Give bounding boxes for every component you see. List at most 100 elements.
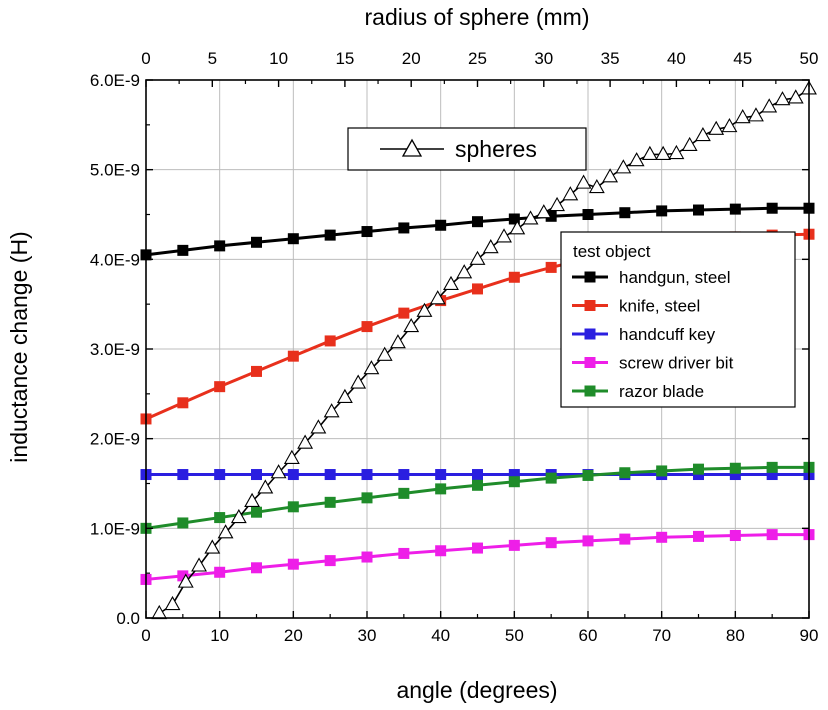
data-point bbox=[729, 462, 741, 474]
data-point bbox=[508, 213, 520, 225]
data-point bbox=[787, 89, 804, 104]
data-point bbox=[482, 239, 499, 254]
legend-marker bbox=[584, 385, 596, 397]
legend-label: handgun, steel bbox=[619, 268, 731, 287]
y-tick-label: 3.0E-9 bbox=[90, 340, 140, 359]
data-point bbox=[398, 487, 410, 499]
data-point bbox=[361, 226, 373, 238]
top-tick-label: 30 bbox=[534, 49, 553, 68]
data-point bbox=[323, 403, 340, 418]
legend-items: handgun, steel knife, steel handcuff key sc… bbox=[572, 268, 734, 401]
data-point bbox=[336, 388, 353, 403]
y-tick-label: 6.0E-9 bbox=[90, 71, 140, 90]
data-point bbox=[361, 469, 373, 481]
data-point bbox=[545, 210, 557, 222]
data-point bbox=[287, 558, 299, 570]
x-tick-label: 0 bbox=[141, 626, 150, 645]
data-point bbox=[164, 595, 181, 611]
data-point bbox=[766, 529, 778, 541]
data-point bbox=[641, 145, 658, 160]
y-tick-label: 0.0 bbox=[116, 609, 140, 628]
data-point bbox=[472, 542, 483, 554]
series-spheres bbox=[151, 80, 817, 620]
x-tick-label: 30 bbox=[358, 626, 377, 645]
data-point bbox=[628, 152, 645, 167]
data-point bbox=[545, 537, 557, 549]
data-point bbox=[251, 469, 262, 481]
data-point bbox=[177, 517, 189, 529]
data-point bbox=[496, 228, 512, 243]
data-point bbox=[693, 204, 704, 216]
legend-title: test object bbox=[573, 242, 651, 261]
series-handcuff-key bbox=[140, 469, 815, 481]
data-point bbox=[214, 240, 226, 252]
data-point bbox=[398, 222, 410, 234]
legend-label: handcuff key bbox=[619, 325, 716, 344]
y-tick-label: 2.0E-9 bbox=[90, 430, 140, 449]
top-tick-label: 45 bbox=[733, 49, 752, 68]
data-point bbox=[257, 479, 274, 494]
data-point bbox=[361, 321, 373, 333]
data-point bbox=[472, 283, 483, 295]
top-tick-label: 40 bbox=[667, 49, 686, 68]
data-point bbox=[251, 506, 262, 518]
data-point bbox=[214, 566, 226, 578]
data-point bbox=[435, 219, 447, 231]
top-axis: 0 5 10 15 20 25 30 35 40 45 50 bbox=[141, 49, 818, 87]
data-point bbox=[435, 469, 447, 481]
data-point bbox=[656, 465, 668, 477]
data-point bbox=[287, 350, 299, 362]
data-point bbox=[287, 233, 299, 245]
data-point bbox=[151, 604, 168, 620]
data-point bbox=[472, 216, 483, 228]
x-tick-label: 70 bbox=[652, 626, 671, 645]
series-line bbox=[145, 533, 809, 581]
data-point bbox=[582, 535, 594, 547]
y-tick-label: 1.0E-9 bbox=[90, 519, 140, 538]
data-point bbox=[283, 449, 300, 464]
spheres-legend-label: spheres bbox=[455, 136, 537, 162]
data-point bbox=[681, 136, 698, 152]
top-tick-label: 0 bbox=[141, 49, 150, 68]
top-tick-label: 50 bbox=[800, 49, 819, 68]
data-point bbox=[545, 261, 557, 273]
y-tick-label: 5.0E-9 bbox=[90, 161, 140, 180]
data-point bbox=[324, 335, 336, 347]
y-axis-title: inductance change (H) bbox=[6, 231, 32, 462]
data-point bbox=[469, 250, 486, 265]
top-tick-label: 5 bbox=[208, 49, 217, 68]
data-point bbox=[287, 501, 299, 513]
top-tick-label: 15 bbox=[335, 49, 354, 68]
data-point bbox=[766, 469, 778, 481]
x-tick-label: 80 bbox=[726, 626, 745, 645]
data-point bbox=[177, 244, 189, 256]
data-point bbox=[429, 290, 446, 305]
data-point bbox=[217, 524, 234, 539]
data-point bbox=[244, 492, 261, 507]
data-point bbox=[270, 464, 287, 479]
top-tick-label: 35 bbox=[601, 49, 620, 68]
data-point bbox=[575, 174, 592, 189]
data-point bbox=[602, 168, 619, 183]
left-axis: 0.0 1.0E-9 2.0E-9 3.0E-9 4.0E-9 5.0E-9 6.0E-9 bbox=[90, 71, 809, 628]
data-point bbox=[734, 109, 751, 124]
legend-marker bbox=[584, 300, 596, 311]
data-point bbox=[214, 512, 226, 524]
legend-label: screw driver bit bbox=[619, 354, 734, 373]
data-point bbox=[177, 573, 194, 588]
data-point bbox=[562, 186, 579, 201]
data-point bbox=[615, 159, 632, 174]
data-point bbox=[251, 365, 262, 377]
data-point bbox=[508, 539, 520, 551]
data-point bbox=[693, 463, 704, 475]
data-point bbox=[582, 469, 594, 481]
data-point bbox=[655, 145, 672, 160]
y-tick-label: 4.0E-9 bbox=[90, 250, 140, 269]
data-point bbox=[535, 204, 552, 219]
data-point bbox=[297, 434, 314, 449]
data-point bbox=[694, 126, 711, 142]
data-point bbox=[214, 381, 226, 393]
data-point bbox=[177, 469, 189, 481]
